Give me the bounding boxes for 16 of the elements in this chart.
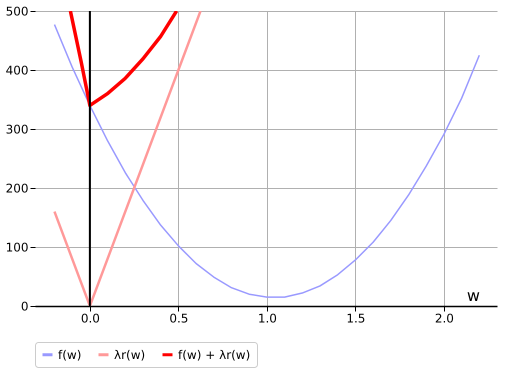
legend-label: λr(w)	[114, 348, 146, 362]
y-tick-label: 0	[20, 300, 28, 314]
legend-label: f(w) + λr(w)	[178, 348, 250, 362]
y-tick-label: 300	[6, 122, 28, 136]
y-tick-label: 200	[6, 182, 28, 196]
y-tick-label: 500	[6, 4, 28, 18]
x-tick-label: 0.0	[80, 312, 100, 326]
y-tick-label: 100	[6, 240, 28, 254]
x-tick-label: 1.5	[346, 312, 366, 326]
x-axis-title: w	[466, 286, 480, 305]
legend-label: f(w)	[58, 348, 82, 362]
x-tick-label: 2.0	[434, 312, 454, 326]
x-tick-label: 0.5	[169, 312, 188, 326]
y-tick-label: 400	[6, 64, 28, 78]
x-tick-label: 1.0	[258, 312, 277, 326]
line-series	[68, 11, 178, 108]
